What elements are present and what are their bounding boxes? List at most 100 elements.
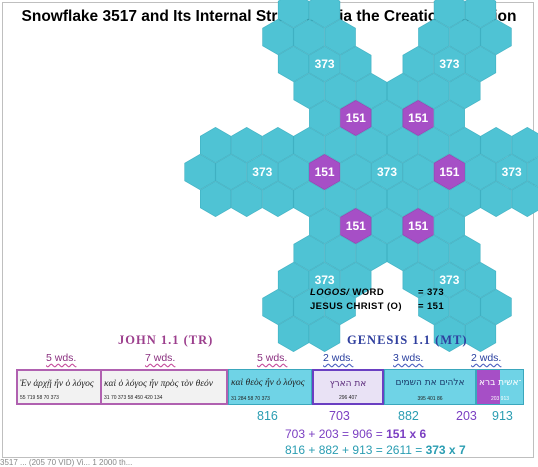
outer-hexagon: [371, 154, 403, 190]
legend-word-label: WORD: [352, 287, 385, 298]
outer-hexagon: [480, 181, 512, 217]
outer-hexagon: [231, 127, 263, 163]
equation-151: 703 + 203 = 906 = 151 x 6: [285, 427, 426, 441]
outer-hexagon: [465, 0, 497, 28]
equation-373-rhs: 373 x 7: [425, 443, 466, 457]
outer-hexagon: [262, 181, 294, 217]
outer-hexagon: [309, 208, 341, 244]
outer-hexagon: [309, 262, 341, 298]
outer-hexagon: [340, 46, 372, 82]
outer-hexagon: [480, 289, 512, 325]
genesis-clause-3: את הארץ 296 407: [312, 369, 384, 405]
genesis-clause-1: בראשית ברא 203 913: [476, 369, 524, 405]
legend-jesus-label: JESUS CHRIST (O): [310, 301, 402, 312]
word-count-john-b: 7 wds.: [145, 352, 176, 364]
total-882: 882: [398, 409, 419, 423]
outer-hexagon: [449, 181, 481, 217]
outer-hexagon: [433, 0, 465, 28]
equation-373: 816 + 882 + 913 = 2611 = 373 x 7: [285, 443, 466, 457]
equation-373-lhs: 816 + 882 + 913 = 2611 =: [285, 443, 426, 457]
verse-strip: Ἐν ἀρχῇ ἦν ὁ λόγος 55 719 58 70 373 καὶ …: [16, 369, 524, 405]
outer-hexagon: [418, 289, 450, 325]
outer-hexagon: [433, 262, 465, 298]
outer-hexagon: [433, 100, 465, 136]
john-clause-3-text: καὶ θεὸς ἦν ὁ λόγος: [231, 378, 305, 388]
outer-hexagon: [480, 127, 512, 163]
genesis-clause-2-text: אלהים את השמים: [395, 378, 465, 388]
label-151-ring: 151: [346, 111, 366, 125]
outer-hexagon: [511, 127, 538, 163]
legend-jesus-value: = 151: [418, 301, 445, 312]
outer-hexagon: [293, 73, 325, 109]
outer-hexagon: [402, 262, 434, 298]
outer-hexagon: [418, 235, 450, 271]
outer-hexagon: [527, 156, 538, 188]
outer-hexagon: [355, 127, 387, 163]
outer-hexagon: [465, 46, 497, 82]
outer-hexagon: [449, 289, 481, 325]
outer-hexagon: [433, 208, 465, 244]
outer-hexagon: [200, 181, 232, 217]
inner-hexagon: [433, 154, 465, 190]
outer-hexagon: [277, 46, 309, 82]
figure-frame: [2, 2, 534, 458]
word-count-john-c: 5 wds.: [257, 352, 288, 364]
word-count-gen-c: 2 wds.: [471, 352, 502, 364]
john-clause-2-values: 31 70 373 58 450 420 134: [104, 395, 163, 401]
outer-hexagon: [355, 181, 387, 217]
word-count-gen-a: 2 wds.: [323, 352, 354, 364]
outer-hexagon: [309, 46, 341, 82]
inner-hexagon: [340, 100, 372, 136]
outer-hexagon: [449, 19, 481, 55]
outer-hexagon: [418, 181, 450, 217]
outer-hexagon: [324, 127, 356, 163]
total-203: 203: [456, 409, 477, 423]
john-clause-1-values: 55 719 58 70 373: [20, 395, 59, 401]
label-373-arm: 373: [315, 57, 335, 71]
label-151-ring: 151: [346, 219, 366, 233]
total-703: 703: [329, 409, 350, 423]
outer-hexagon: [496, 154, 528, 190]
equation-151-lhs: 703 + 203 = 906 =: [285, 427, 387, 441]
outer-hexagon: [387, 127, 419, 163]
label-373-arm: 373: [502, 165, 522, 179]
outer-hexagon: [387, 235, 419, 271]
outer-hexagon: [324, 235, 356, 271]
genesis-clause-3-values: 296 407: [338, 395, 358, 401]
genesis-clause-2: אלהים את השמים 395 401 86: [384, 369, 476, 405]
outer-hexagon: [418, 19, 450, 55]
outer-hexagon: [511, 181, 538, 217]
label-373-arm: 373: [315, 273, 335, 287]
outer-hexagon: [449, 73, 481, 109]
outer-hexagon: [324, 289, 356, 325]
outer-hexagon: [387, 73, 419, 109]
genesis-clause-1-text: בראשית ברא: [479, 378, 521, 388]
outer-hexagon: [418, 73, 450, 109]
outer-hexagon: [465, 316, 497, 352]
label-151-ring: 151: [408, 219, 428, 233]
john-header: JOHN 1.1 (TR): [118, 333, 214, 347]
outer-hexagon: [184, 154, 216, 190]
outer-hexagon: [387, 181, 419, 217]
genesis-clause-3-text: את הארץ: [329, 379, 367, 389]
outer-hexagon: [200, 127, 232, 163]
outer-hexagon: [465, 154, 497, 190]
label-151-ring: 151: [315, 165, 335, 179]
total-816: 816: [257, 409, 278, 423]
outer-hexagon: [371, 208, 403, 244]
outer-hexagon: [262, 19, 294, 55]
john-clause-3-values: 31 284 58 70 373: [231, 396, 270, 402]
john-clause-1-text: Ἐν ἀρχῇ ἦν ὁ λόγος: [20, 379, 94, 389]
inner-hexagon: [309, 154, 341, 190]
label-151-ring: 151: [439, 165, 459, 179]
inner-hexagon: [402, 208, 434, 244]
outer-hexagon: [449, 235, 481, 271]
john-clause-3: καὶ θεὸς ἦν ὁ λόγος 31 284 58 70 373: [228, 369, 312, 405]
inner-hexagon: [340, 208, 372, 244]
outer-hexagon: [309, 100, 341, 136]
total-913: 913: [492, 409, 513, 423]
legend-logos-label: LOGOS/: [310, 287, 350, 298]
outer-hexagon: [433, 316, 465, 352]
john-clause-2: καὶ ὁ λόγος ἦν πρὸς τὸν θεόν 31 70 373 5…: [102, 369, 228, 405]
outer-hexagon: [355, 73, 387, 109]
